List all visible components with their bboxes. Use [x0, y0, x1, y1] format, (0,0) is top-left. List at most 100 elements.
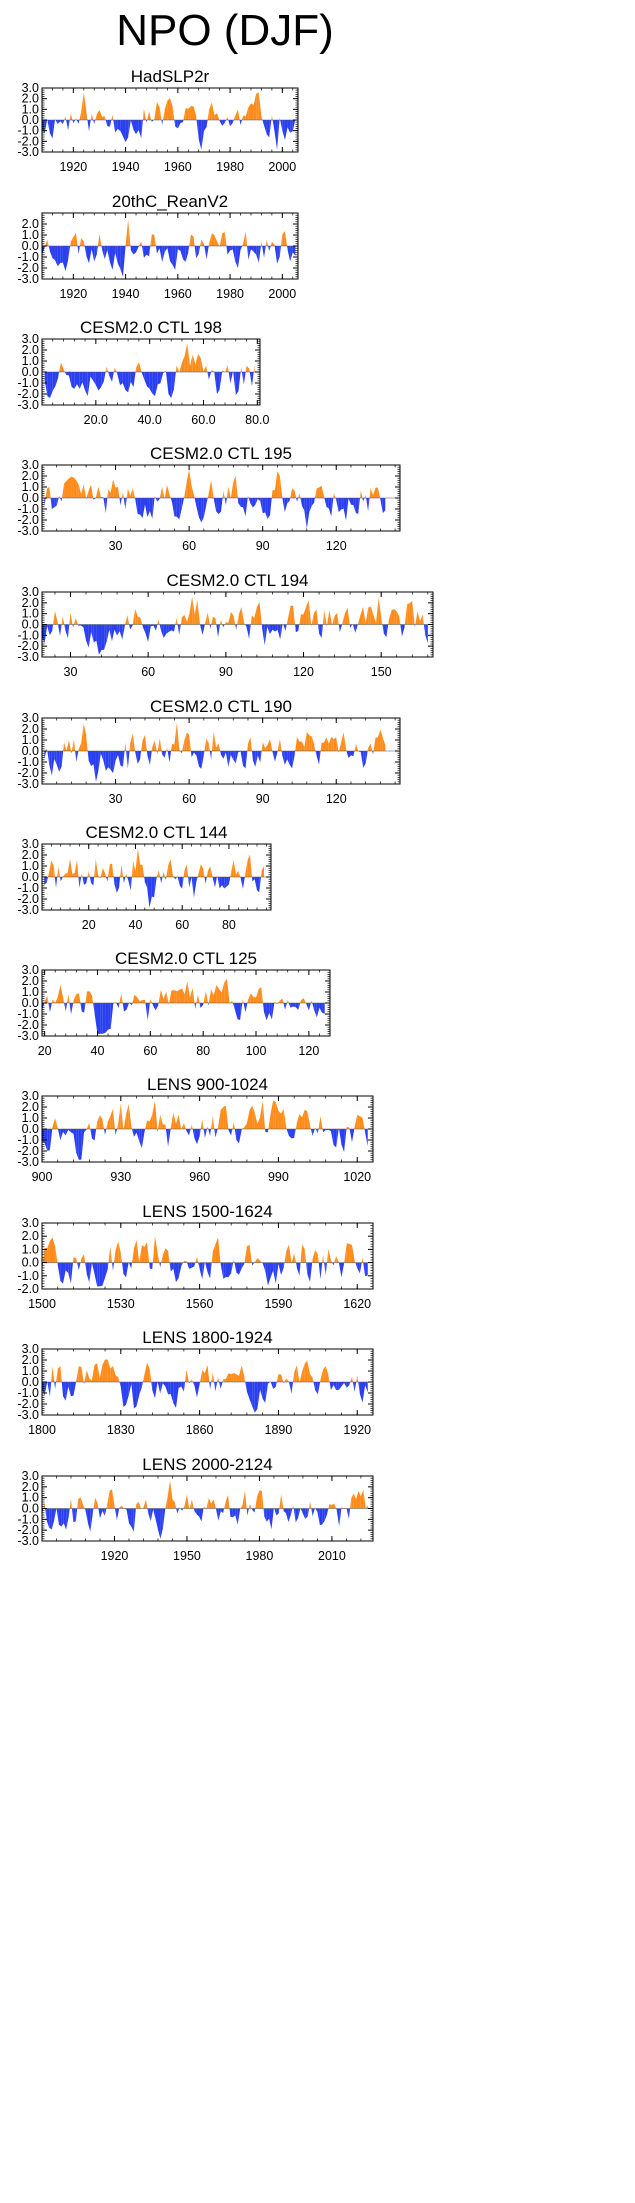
y-tick-label: -3.0 — [17, 777, 39, 791]
negative-area — [149, 372, 153, 394]
y-tick-label: -2.0 — [17, 639, 39, 653]
negative-area — [189, 1262, 192, 1269]
negative-area — [150, 1508, 154, 1522]
x-tick-label: 930 — [110, 1170, 131, 1184]
negative-area — [57, 1129, 61, 1141]
positive-area — [328, 1374, 330, 1382]
negative-area — [307, 1262, 310, 1283]
negative-area — [116, 372, 118, 375]
negative-area — [171, 372, 174, 399]
negative-area — [262, 246, 265, 258]
positive-area — [233, 859, 236, 877]
negative-area — [171, 498, 175, 517]
negative-area — [306, 1262, 308, 1274]
positive-area — [279, 1493, 282, 1509]
positive-area — [106, 366, 109, 372]
negative-area — [315, 1382, 318, 1395]
positive-area — [211, 616, 213, 625]
negative-area — [48, 246, 50, 252]
negative-area — [268, 246, 270, 252]
panel-6: CESM2.0 CTL 1903.02.01.00.0-1.0-2.0-3.03… — [17, 697, 401, 806]
y-tick-label: -3.0 — [17, 1408, 39, 1422]
negative-area — [105, 1003, 109, 1033]
positive-area — [83, 484, 86, 498]
negative-area — [294, 751, 296, 756]
negative-area — [139, 1129, 142, 1149]
positive-area — [187, 612, 190, 625]
negative-area — [49, 246, 53, 258]
positive-area — [179, 988, 183, 1003]
positive-area — [206, 365, 208, 372]
positive-area — [200, 1370, 203, 1382]
positive-area — [121, 993, 123, 1003]
positive-area — [81, 484, 84, 498]
negative-area — [256, 246, 259, 263]
positive-area — [349, 1243, 352, 1263]
negative-area — [232, 246, 236, 262]
negative-area — [179, 624, 181, 636]
negative-area — [278, 1262, 282, 1276]
negative-area — [78, 120, 80, 124]
positive-area — [158, 989, 161, 1003]
negative-area — [90, 1129, 92, 1139]
positive-area — [277, 1000, 280, 1003]
negative-area — [67, 624, 70, 639]
positive-area — [346, 1243, 350, 1263]
negative-area — [234, 1129, 237, 1140]
positive-area — [71, 739, 74, 751]
y-tick-label: 1.0 — [22, 480, 39, 494]
negative-area — [219, 120, 223, 126]
positive-area — [190, 106, 194, 120]
positive-area — [212, 1244, 216, 1263]
negative-area — [215, 1382, 218, 1392]
negative-area — [366, 498, 369, 512]
negative-area — [351, 1129, 355, 1143]
negative-area — [189, 877, 192, 888]
negative-area — [165, 1382, 169, 1395]
negative-area — [234, 1262, 237, 1273]
positive-area — [43, 1502, 45, 1509]
negative-area — [328, 498, 332, 517]
positive-area — [225, 1494, 229, 1509]
positive-area — [121, 492, 123, 498]
negative-area — [56, 1508, 59, 1525]
positive-area — [137, 997, 140, 1003]
negative-area — [73, 120, 76, 124]
x-tick-label: 1500 — [28, 1297, 56, 1311]
positive-area — [359, 1116, 363, 1129]
panel-11: LENS 1800-19243.02.01.00.0-1.0-2.0-3.018… — [17, 1328, 374, 1437]
x-tick-label: 1800 — [28, 1423, 56, 1437]
negative-area — [122, 246, 126, 277]
positive-area — [166, 865, 169, 877]
negative-area — [254, 877, 257, 891]
x-tick-label: 1980 — [216, 160, 244, 174]
positive-area — [46, 486, 50, 498]
negative-area — [136, 1129, 140, 1141]
negative-area — [332, 1262, 334, 1266]
negative-area — [297, 498, 299, 502]
negative-area — [289, 498, 291, 501]
positive-area — [368, 606, 371, 625]
positive-area — [300, 614, 304, 625]
positive-area — [206, 1126, 208, 1129]
positive-area — [102, 1119, 105, 1129]
negative-area — [252, 1262, 255, 1266]
negative-area — [206, 246, 209, 260]
negative-area — [95, 372, 99, 391]
negative-area — [267, 1382, 270, 1384]
y-tick-label: 2.0 — [22, 343, 39, 357]
positive-area — [57, 984, 61, 1003]
negative-area — [233, 372, 236, 396]
positive-area — [162, 871, 164, 877]
negative-area — [54, 498, 57, 508]
positive-area — [300, 1000, 301, 1003]
positive-area — [164, 100, 168, 120]
negative-area — [350, 498, 354, 506]
negative-area — [348, 498, 351, 505]
negative-area — [281, 1262, 284, 1276]
positive-area — [251, 615, 255, 625]
negative-area — [137, 751, 141, 764]
negative-area — [175, 1382, 179, 1408]
negative-area — [106, 877, 108, 882]
